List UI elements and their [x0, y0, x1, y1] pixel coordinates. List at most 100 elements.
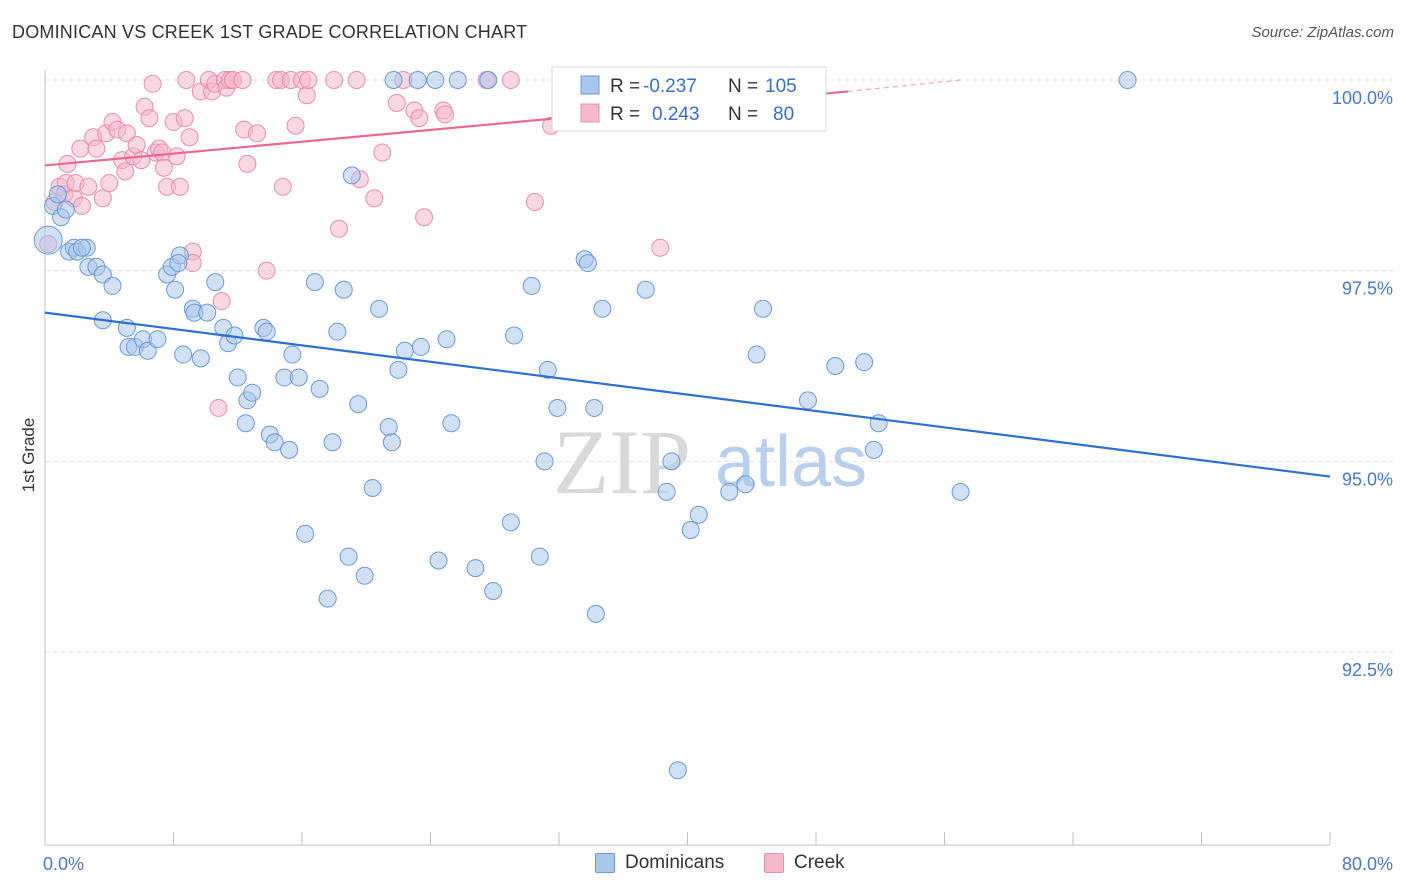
- legend-n-value-1: 105: [765, 76, 797, 97]
- dominican-point: [289, 368, 308, 387]
- dominican-point: [283, 345, 302, 364]
- dominican-point: [363, 479, 382, 498]
- dominican-point: [855, 353, 874, 372]
- dominican-point: [864, 440, 883, 459]
- dominican-point: [103, 276, 122, 295]
- dominican-point: [296, 524, 315, 543]
- dominican-point: [323, 433, 342, 452]
- dominican-point: [585, 398, 604, 417]
- dominican-point: [236, 414, 255, 433]
- creek-point: [525, 193, 544, 212]
- creek-point: [365, 189, 384, 208]
- dominican-point: [535, 452, 554, 471]
- dominican-points: [33, 71, 1137, 780]
- dominican-point: [501, 513, 520, 532]
- dominican-point: [753, 299, 772, 318]
- legend-n-label-2: N =: [728, 104, 758, 125]
- dominican-point: [408, 71, 427, 89]
- dominican-point: [349, 395, 368, 414]
- y-tick-label: 97.5%: [1342, 279, 1393, 299]
- creek-point: [501, 71, 520, 89]
- legend-item-dominicans: Dominicans: [595, 852, 724, 874]
- creek-point: [297, 86, 316, 105]
- chart-title: DOMINICAN VS CREEK 1ST GRADE CORRELATION…: [12, 22, 528, 42]
- y-tick-labels: 92.5% 95.0% 97.5% 100.0%: [1332, 88, 1393, 680]
- dominican-point: [174, 345, 193, 364]
- x-tick-label-max: 80.0%: [1342, 854, 1393, 874]
- dominican-point: [798, 391, 817, 410]
- creek-point: [248, 124, 267, 143]
- dominican-point: [548, 398, 567, 417]
- dominican-point: [228, 368, 247, 387]
- dominican-point: [310, 379, 329, 398]
- dominican-point: [265, 433, 284, 452]
- creek-point: [170, 177, 189, 196]
- creek-point: [87, 139, 106, 158]
- dominican-point: [191, 349, 210, 368]
- creek-point: [435, 105, 454, 124]
- creek-point: [373, 143, 392, 162]
- dominican-point: [339, 547, 358, 566]
- dominican-point: [328, 322, 347, 341]
- dominican-point: [379, 418, 398, 437]
- creek-point: [180, 128, 199, 147]
- creek-point: [177, 71, 196, 89]
- y-tick-label: 95.0%: [1342, 469, 1393, 489]
- creek-point: [410, 109, 429, 128]
- dominican-point: [382, 433, 401, 452]
- dominican-point: [355, 566, 374, 585]
- legend-r-label-2: R =: [610, 104, 640, 125]
- dominican-point: [681, 520, 700, 539]
- dominican-point: [198, 303, 217, 322]
- dominican-point: [370, 299, 389, 318]
- dominican-point: [243, 383, 262, 402]
- y-tick-label: 100.0%: [1332, 88, 1393, 108]
- legend-r-value-1: -0.237: [643, 76, 697, 97]
- dominican-point: [72, 238, 91, 257]
- dominican-point: [951, 482, 970, 501]
- y-axis-label: 1st Grade: [19, 418, 38, 493]
- creek-point: [299, 71, 318, 89]
- dominicans-swatch: [595, 853, 615, 873]
- creek-point: [143, 74, 162, 93]
- dominican-point: [280, 440, 299, 459]
- creek-point: [329, 219, 348, 238]
- legend-n-label-1: N =: [728, 76, 758, 97]
- dominican-point: [257, 322, 276, 341]
- dominican-point: [578, 254, 597, 273]
- dominican-point: [334, 280, 353, 299]
- legend-n-value-2: 80: [773, 104, 794, 125]
- dominican-point: [522, 276, 541, 295]
- legend-label-creek: Creek: [794, 852, 845, 873]
- dominican-point: [479, 71, 498, 89]
- creek-point: [273, 177, 292, 196]
- dominican-point: [448, 71, 467, 89]
- creek-point: [72, 196, 91, 215]
- y-tick-label: 92.5%: [1342, 660, 1393, 680]
- creek-point: [387, 93, 406, 112]
- dominican-point: [689, 505, 708, 524]
- source-label: Source: ZipAtlas.com: [1251, 24, 1394, 41]
- dominican-point: [720, 482, 739, 501]
- dominican-point: [668, 761, 687, 780]
- creek-point: [325, 71, 344, 89]
- dominican-point: [586, 604, 605, 623]
- dominican-point: [662, 452, 681, 471]
- dominican-point: [636, 280, 655, 299]
- creek-point: [116, 162, 135, 181]
- dominican-point: [505, 326, 524, 345]
- dominican-point: [342, 166, 361, 185]
- dominican-point: [166, 280, 185, 299]
- dominican-point: [206, 273, 225, 292]
- creek-point: [286, 116, 305, 135]
- legend-item-creek: Creek: [764, 852, 845, 874]
- dominican-point: [318, 589, 337, 608]
- dominican-point: [442, 414, 461, 433]
- creek-points: [39, 71, 670, 417]
- watermark: ZIP atlas: [553, 411, 867, 513]
- legend-label-dominicans: Dominicans: [625, 852, 725, 873]
- dominican-point: [437, 330, 456, 349]
- dominican-point: [148, 330, 167, 349]
- creek-point: [233, 71, 252, 89]
